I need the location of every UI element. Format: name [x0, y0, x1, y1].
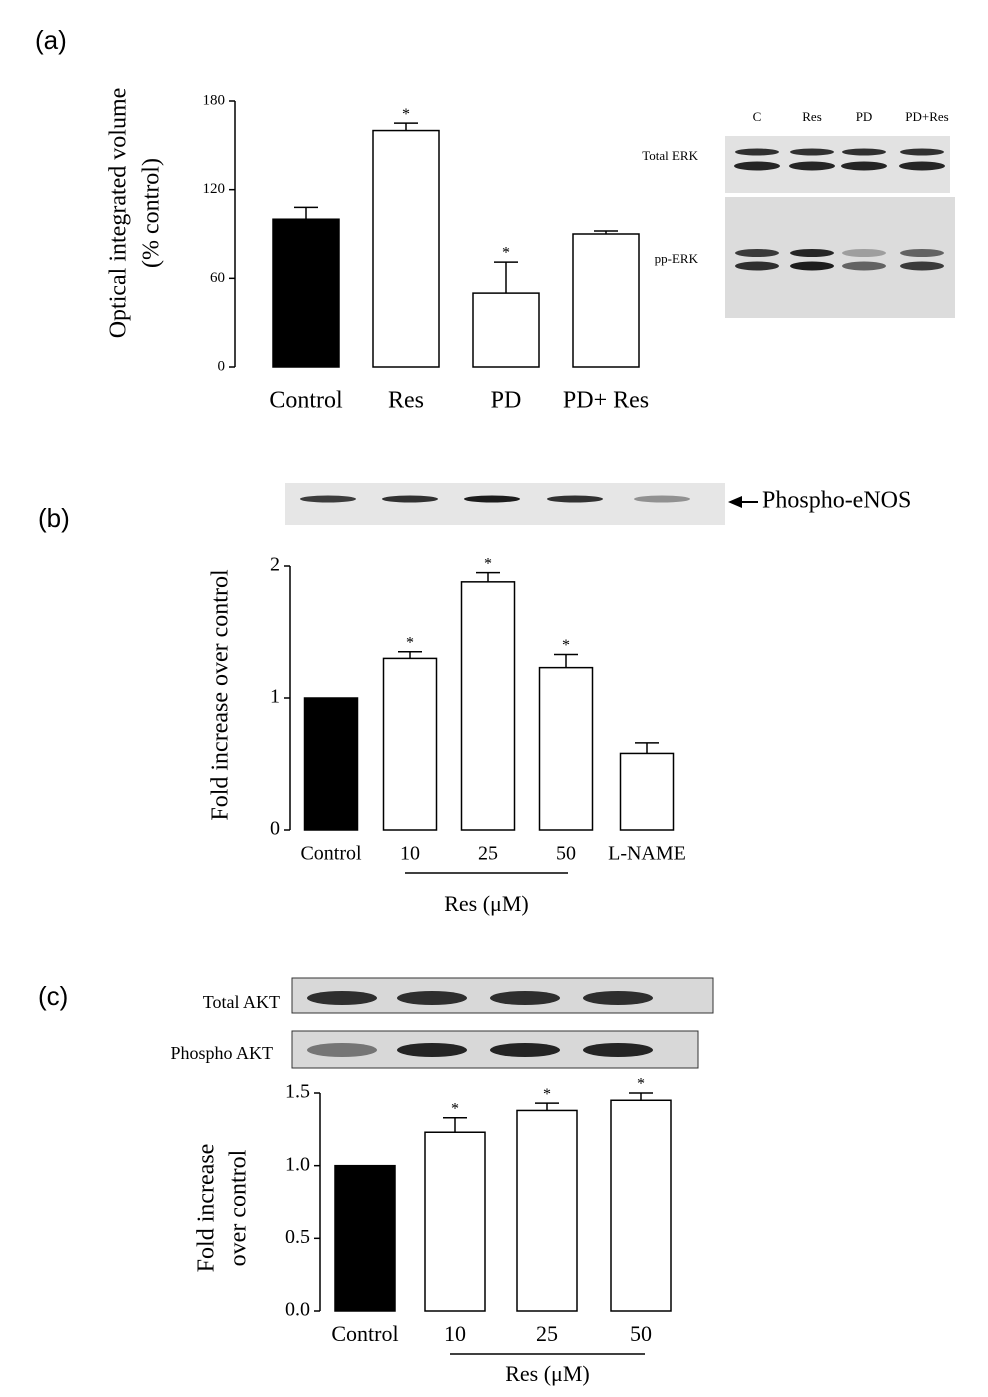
blot-band	[842, 249, 886, 257]
blot-band	[900, 261, 944, 271]
bar	[460, 581, 516, 831]
blot-band	[900, 148, 944, 156]
significance-marker: *	[451, 1100, 459, 1117]
significance-marker: *	[402, 106, 410, 123]
x-tick-label: L-NAME	[608, 843, 686, 865]
blot-label: C	[753, 109, 762, 124]
x-tick-label: PD	[491, 388, 522, 414]
blot-label: PD+Res	[905, 109, 948, 124]
blot-band	[464, 495, 520, 503]
blot-label: Total AKT	[203, 992, 280, 1012]
x-tick-label: 25	[478, 843, 498, 865]
bar	[619, 752, 675, 831]
x-tick-label: Control	[269, 388, 343, 414]
blot-band	[490, 1043, 560, 1057]
significance-marker: *	[562, 637, 570, 654]
x-tick-label: 50	[556, 843, 576, 865]
y-tick-label: 2	[270, 554, 280, 576]
x-tick-label: Control	[331, 1321, 398, 1346]
blot-band	[397, 1043, 467, 1057]
bar	[424, 1131, 486, 1312]
blot-label: Phospho AKT	[170, 1043, 273, 1063]
blot-band	[547, 495, 603, 503]
blot-band	[735, 249, 779, 257]
significance-marker: *	[502, 245, 510, 262]
y-axis-label: Optical integrated volume	[106, 88, 132, 339]
blot-band	[841, 161, 887, 171]
bar	[334, 1164, 396, 1312]
blot-label: Phospho-eNOS	[762, 488, 911, 514]
significance-marker: *	[637, 1076, 645, 1093]
blot-band	[634, 495, 690, 503]
blot-band	[790, 148, 834, 156]
bar	[303, 697, 359, 831]
blot-band	[790, 249, 834, 257]
arrow-head	[728, 496, 742, 508]
bar	[538, 666, 594, 831]
blot-image	[285, 483, 725, 525]
blot-label: pp-ERK	[655, 251, 699, 266]
y-axis-label: over control	[226, 1149, 252, 1266]
panel-label: (b)	[38, 503, 70, 533]
blot-band	[899, 161, 945, 171]
blot-band	[307, 1043, 377, 1057]
x-tick-label: 10	[400, 843, 420, 865]
y-tick-label: 120	[203, 181, 226, 197]
blot-label: Res	[802, 109, 822, 124]
bar	[472, 292, 540, 368]
x-tick-label: 25	[536, 1321, 558, 1346]
bar	[272, 218, 340, 368]
x-tick-label: 50	[630, 1321, 652, 1346]
bar	[610, 1099, 672, 1312]
blot-band	[490, 991, 560, 1005]
blot-band	[734, 161, 780, 171]
bar	[382, 657, 438, 831]
blot-band	[583, 1043, 653, 1057]
blot-band	[735, 261, 779, 271]
x-tick-label: Control	[300, 843, 362, 865]
y-tick-label: 1.0	[285, 1153, 310, 1175]
blot-band	[300, 495, 356, 503]
y-tick-label: 0	[218, 358, 226, 374]
blot-label: Total ERK	[642, 148, 698, 163]
blot-band	[900, 249, 944, 257]
group-label: Res (μM)	[444, 891, 529, 916]
y-axis-label: Fold increase over control	[208, 569, 234, 821]
panel-label: (c)	[38, 981, 68, 1011]
bar	[372, 129, 440, 368]
y-tick-label: 1	[270, 686, 280, 708]
blot-band	[307, 991, 377, 1005]
significance-marker: *	[484, 555, 492, 572]
blot-band	[735, 148, 779, 156]
blot-band	[790, 261, 834, 271]
blot-band	[842, 261, 886, 271]
significance-marker: *	[406, 634, 414, 651]
y-axis-label: Fold increase	[194, 1144, 220, 1273]
y-tick-label: 180	[203, 92, 226, 108]
y-tick-label: 1.5	[285, 1081, 310, 1103]
bar	[516, 1109, 578, 1312]
panel-label: (a)	[35, 25, 67, 55]
y-tick-label: 0.0	[285, 1299, 310, 1321]
bar	[572, 233, 640, 368]
x-tick-label: PD+ Res	[563, 388, 649, 414]
y-tick-label: 0	[270, 818, 280, 840]
blot-band	[842, 148, 886, 156]
y-tick-label: 60	[210, 270, 225, 286]
blot-band	[789, 161, 835, 171]
group-label: Res (μM)	[505, 1361, 590, 1386]
x-tick-label: Res	[388, 388, 424, 414]
blot-label: PD	[856, 109, 873, 124]
y-tick-label: 0.5	[285, 1226, 310, 1248]
significance-marker: *	[543, 1086, 551, 1103]
blot-image	[725, 197, 955, 318]
blot-band	[382, 495, 438, 503]
x-tick-label: 10	[444, 1321, 466, 1346]
blot-band	[583, 991, 653, 1005]
blot-band	[397, 991, 467, 1005]
y-axis-label: (% control)	[139, 158, 165, 268]
